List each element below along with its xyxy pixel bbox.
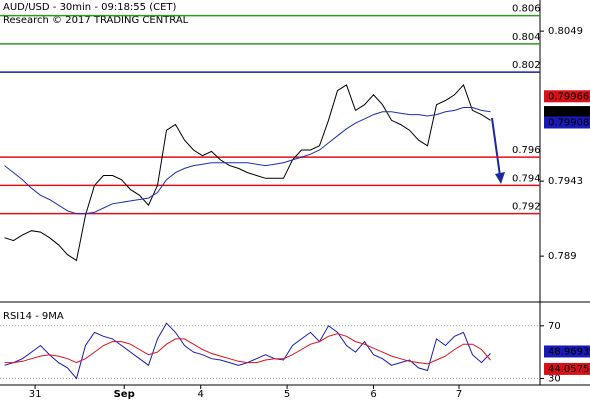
- price-marker: [544, 345, 590, 358]
- forecast-arrowhead: [495, 172, 505, 184]
- price-marker-label: 48.9693: [548, 346, 589, 357]
- y-tick-label: 30: [548, 373, 561, 384]
- price-marker-label: 0.79918: [548, 107, 589, 118]
- level-label: 0.794: [512, 173, 541, 184]
- price-marker-label: 44.0575: [548, 364, 589, 375]
- series-line: [4, 83, 491, 262]
- level-label: 0.792: [512, 202, 541, 213]
- panel-title: RSI14 - 9MA: [3, 311, 64, 322]
- x-tick-label: 31: [29, 389, 42, 400]
- price-marker: [544, 106, 590, 119]
- forecast-arrow: [491, 117, 501, 177]
- y-tick-label: 0.789: [548, 251, 577, 262]
- y-tick-label: 0.7943: [548, 176, 583, 187]
- series-line: [4, 107, 491, 215]
- x-tick-label: 5: [284, 389, 290, 400]
- chart-title: AUD/USD - 30min - 09:18:55 (CET): [3, 2, 177, 13]
- price-marker: [544, 116, 590, 129]
- level-label: 0.796: [512, 145, 541, 156]
- x-tick-label: 7: [456, 389, 462, 400]
- price-marker-label: 0.79966: [548, 91, 589, 102]
- price-marker: [544, 90, 590, 103]
- price-marker: [544, 362, 590, 375]
- series-line: [4, 333, 491, 365]
- price-marker-label: 0.79908: [548, 117, 589, 128]
- level-label: 0.806: [512, 4, 541, 15]
- y-tick-label: 70: [548, 321, 561, 332]
- chart-subtitle: Research © 2017 TRADING CENTRAL: [3, 15, 189, 26]
- x-tick-label: 6: [370, 389, 376, 400]
- level-label: 0.802: [512, 60, 541, 71]
- y-tick-label: 0.8049: [548, 26, 583, 37]
- level-label: 0.804: [512, 32, 541, 43]
- x-tick-label: 4: [198, 389, 204, 400]
- x-tick-label: Sep: [114, 389, 135, 400]
